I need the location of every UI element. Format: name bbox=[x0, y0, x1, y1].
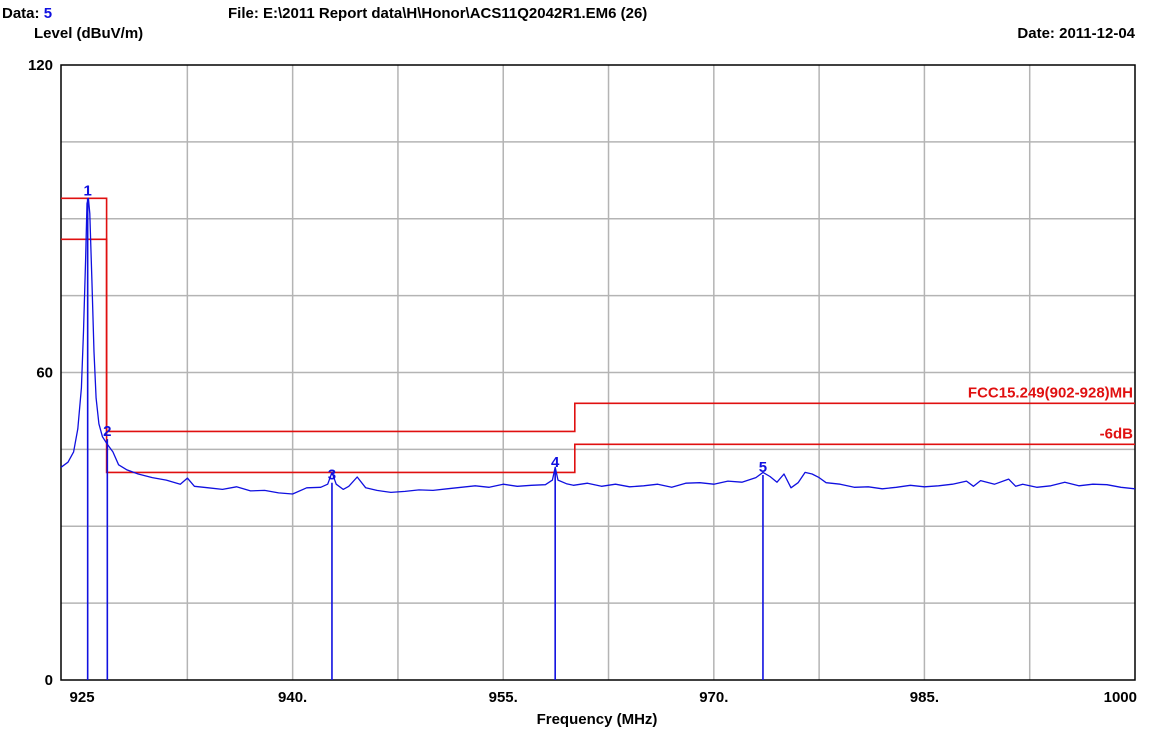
marker-1-label: 1 bbox=[84, 182, 92, 199]
limit-line-1 bbox=[61, 197, 1135, 433]
limit-line-label: -6dB bbox=[1100, 425, 1134, 442]
file-path: File: E:\2011 Report data\H\Honor\ACS11Q… bbox=[228, 5, 648, 22]
marker-3-label: 3 bbox=[328, 467, 336, 484]
x-tick-label: 940. bbox=[278, 689, 307, 706]
marker-5-label: 5 bbox=[759, 459, 767, 476]
data-value: 5 bbox=[43, 5, 53, 22]
y-tick-label: 120 bbox=[28, 57, 53, 74]
limit-line-label: FCC15.249(902-928)MH bbox=[968, 384, 1133, 401]
y-tick-label: 0 bbox=[45, 672, 53, 689]
x-tick-label: 955. bbox=[489, 689, 518, 706]
data-label-text: Data: bbox=[2, 5, 40, 22]
y-axis-label: Level (dBuV/m) bbox=[34, 25, 144, 42]
x-tick-label: 1000 bbox=[1104, 689, 1137, 706]
x-axis-label: Frequency (MHz) bbox=[537, 711, 658, 728]
marker-4-label: 4 bbox=[551, 454, 560, 471]
measurement-trace bbox=[60, 197, 1136, 495]
x-tick-label: 925 bbox=[70, 689, 95, 706]
plot-frame bbox=[60, 64, 1136, 681]
data-label: Data: 5 bbox=[2, 5, 52, 22]
y-tick-label: 60 bbox=[36, 365, 53, 382]
x-tick-label: 985. bbox=[910, 689, 939, 706]
x-tick-label: 970. bbox=[699, 689, 728, 706]
measurement-date: Date: 2011-12-04 bbox=[1017, 25, 1135, 42]
limit-line-2 bbox=[61, 238, 1135, 474]
marker-2-label: 2 bbox=[103, 423, 111, 440]
